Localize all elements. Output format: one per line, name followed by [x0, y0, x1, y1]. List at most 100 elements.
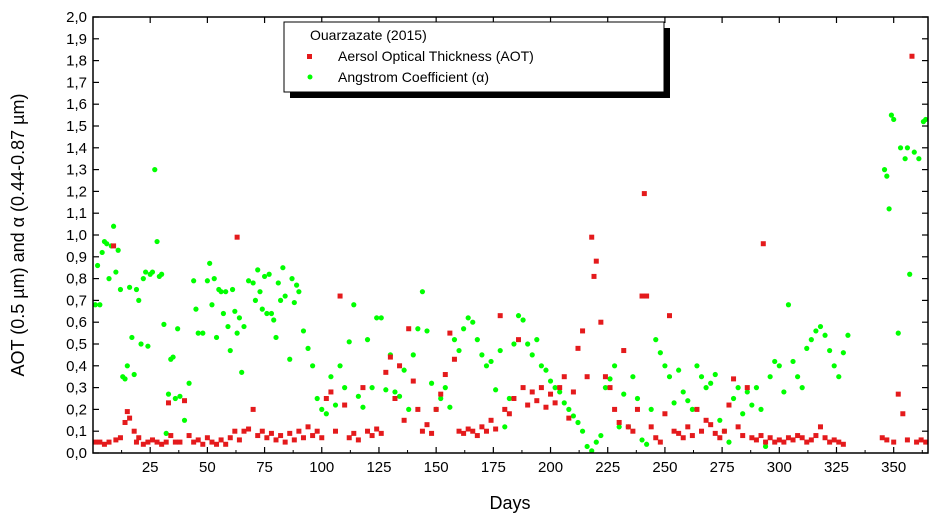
- angstrom-point: [106, 276, 112, 282]
- angstrom-point: [676, 367, 682, 373]
- aot-point: [836, 439, 842, 445]
- aot-point: [758, 433, 764, 439]
- x-tick-label: 200: [538, 459, 563, 476]
- angstrom-point: [916, 156, 922, 162]
- aot-point: [204, 435, 210, 441]
- angstrom-point: [401, 367, 407, 373]
- aot-point: [145, 439, 151, 445]
- angstrom-point: [110, 223, 117, 229]
- aot-point: [488, 417, 494, 423]
- angstrom-point: [346, 339, 352, 345]
- angstrom-point: [97, 302, 103, 308]
- aot-point: [168, 433, 174, 439]
- legend-angstrom-marker: [307, 74, 313, 80]
- aot-point: [584, 374, 590, 380]
- angstrom-point: [271, 317, 277, 323]
- angstrom-point: [232, 308, 238, 314]
- angstrom-point: [648, 406, 654, 412]
- angstrom-point: [907, 271, 913, 277]
- aot-point: [822, 435, 828, 441]
- aot-point: [264, 435, 270, 441]
- angstrom-point: [593, 439, 599, 445]
- aot-point: [122, 419, 128, 425]
- aot-point: [538, 385, 544, 391]
- angstrom-point: [223, 289, 229, 295]
- angstrom-point: [136, 297, 142, 303]
- aot-point: [101, 441, 107, 447]
- aot-point: [268, 430, 274, 436]
- angstrom-point: [229, 286, 236, 293]
- angstrom-point: [220, 310, 226, 317]
- angstrom-point: [117, 286, 124, 293]
- aot-point: [479, 424, 485, 430]
- x-tick-label: 25: [142, 459, 159, 476]
- angstrom-point: [294, 282, 300, 288]
- aot-point: [378, 430, 384, 436]
- angstrom-point: [795, 374, 801, 380]
- angstrom-point: [911, 149, 917, 155]
- aot-point: [502, 406, 508, 412]
- angstrom-point: [273, 334, 279, 341]
- aot-point: [557, 385, 563, 391]
- aot-point: [328, 389, 334, 395]
- aot-point: [772, 439, 778, 445]
- angstrom-point: [374, 315, 380, 321]
- aot-point: [671, 428, 677, 434]
- aot-point: [641, 191, 647, 197]
- aot-point: [776, 437, 782, 443]
- aot-point: [639, 293, 645, 299]
- angstrom-point: [888, 112, 894, 118]
- angstrom-point: [607, 376, 613, 382]
- aot-point: [346, 435, 352, 441]
- angstrom-point: [630, 374, 636, 380]
- angstrom-point: [653, 337, 659, 343]
- angstrom-point: [657, 350, 663, 356]
- aot-point: [712, 430, 718, 436]
- angstrom-point: [213, 334, 220, 341]
- legend-aot-marker: [307, 54, 312, 59]
- x-tick-label: 75: [256, 459, 273, 476]
- aot-point: [406, 326, 412, 332]
- angstrom-point: [616, 424, 622, 430]
- angstrom-point: [827, 347, 833, 354]
- aot-point: [442, 372, 448, 378]
- angstrom-point: [300, 328, 307, 334]
- angstrom-point: [525, 341, 531, 347]
- angstrom-point: [127, 284, 133, 290]
- angstrom-point: [904, 145, 911, 151]
- aot-point: [305, 424, 311, 430]
- angstrom-point: [685, 398, 691, 404]
- angstrom-point: [808, 337, 814, 343]
- aot-point: [415, 406, 421, 412]
- angstrom-point: [772, 358, 778, 365]
- angstrom-point: [451, 337, 458, 343]
- aot-point: [653, 435, 659, 441]
- y-tick-label: 0,3: [66, 380, 87, 397]
- y-tick-label: 1,6: [66, 96, 87, 113]
- aot-point: [813, 433, 819, 439]
- aot-point: [589, 234, 595, 240]
- angstrom-point: [845, 332, 851, 338]
- legend: Ouarzazate (2015) Aersol Optical Thickne…: [283, 21, 670, 98]
- angstrom-point: [252, 297, 259, 303]
- angstrom-point: [257, 289, 263, 295]
- aot-point: [575, 345, 581, 351]
- aot-point: [506, 411, 512, 417]
- angstrom-point: [234, 330, 240, 336]
- aot-point: [314, 428, 320, 434]
- angstrom-point: [332, 402, 339, 408]
- y-tick-label: 1,0: [66, 227, 87, 244]
- aot-point: [630, 428, 636, 434]
- aot-point: [483, 428, 489, 434]
- angstrom-point: [804, 345, 810, 351]
- angstrom-point: [886, 206, 892, 212]
- angstrom-point: [193, 306, 199, 312]
- angstrom-point: [584, 443, 590, 450]
- y-axis-title: AOT (0.5 µm) and α (0.44-0.87 µm): [8, 94, 28, 377]
- aot-point: [424, 422, 430, 428]
- aot-point: [351, 430, 357, 436]
- y-tick-label: 0,0: [66, 445, 87, 462]
- angstrom-point: [538, 363, 544, 369]
- aot-point: [172, 439, 178, 445]
